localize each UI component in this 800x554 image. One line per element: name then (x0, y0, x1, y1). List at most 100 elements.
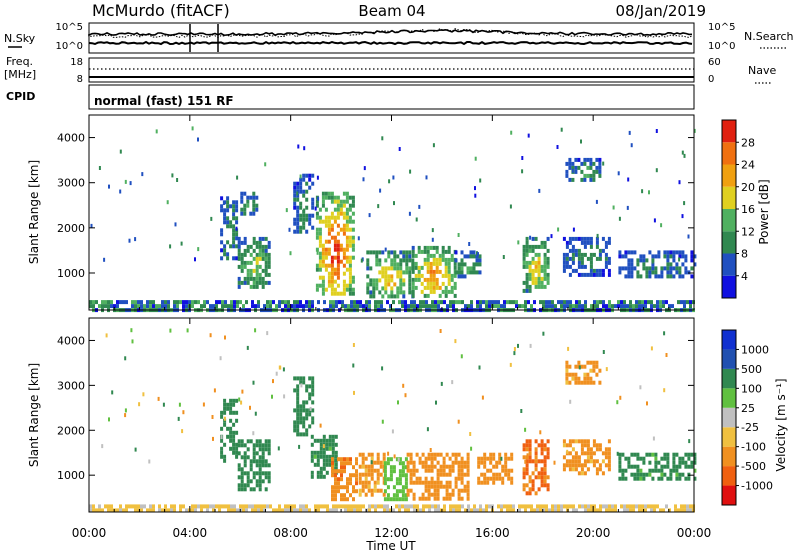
data-cell (450, 273, 454, 278)
data-cell (381, 294, 385, 299)
data-cell (504, 460, 508, 465)
data-cell (101, 300, 104, 305)
data-cell (477, 480, 481, 485)
data-cell (420, 289, 424, 294)
data-cell (571, 252, 575, 257)
data-cell (469, 270, 473, 275)
velocity-colorbar-swatch (722, 330, 736, 350)
data-cell (226, 434, 230, 439)
data-cell (447, 257, 451, 262)
data-cell (389, 457, 393, 462)
data-cell (509, 362, 512, 367)
nave-right-tick-top: 60 (708, 57, 721, 68)
data-cell (560, 127, 563, 132)
data-cell (467, 504, 470, 509)
data-cell (571, 256, 575, 261)
data-cell (331, 469, 334, 474)
data-cell (566, 449, 569, 454)
data-cell (571, 447, 575, 452)
data-cell (489, 452, 493, 457)
data-cell (483, 472, 487, 477)
data-cell (534, 439, 538, 444)
data-cell (651, 452, 655, 457)
data-cell (311, 225, 315, 230)
data-cell (589, 272, 593, 277)
data-cell (463, 472, 467, 477)
data-cell (627, 177, 630, 182)
data-cell (589, 447, 593, 452)
data-cell (332, 300, 335, 305)
data-cell (392, 497, 396, 502)
data-cell (311, 408, 315, 413)
data-cell (308, 185, 312, 190)
data-cell (349, 457, 352, 462)
data-cell (443, 508, 446, 513)
data-cell (586, 439, 590, 444)
data-cell (364, 480, 368, 485)
data-cell (399, 286, 403, 291)
data-cell (590, 508, 593, 513)
data-cell (261, 471, 265, 476)
data-cell (272, 300, 275, 305)
data-cell (101, 508, 104, 513)
data-cell (480, 472, 484, 477)
data-cell (449, 504, 452, 509)
data-cell (426, 293, 430, 298)
data-cell (351, 227, 355, 232)
data-cell (583, 380, 587, 385)
data-cell (255, 483, 259, 488)
data-cell (629, 504, 632, 509)
power-colorbar-swatch (722, 164, 736, 187)
data-cell (466, 452, 470, 457)
data-cell (426, 269, 430, 274)
data-cell (460, 266, 464, 271)
data-cell (191, 304, 194, 309)
data-cell (659, 304, 662, 309)
data-cell (593, 508, 596, 513)
data-cell (528, 260, 532, 265)
data-cell (229, 244, 233, 249)
data-cell (249, 439, 253, 444)
data-cell (460, 262, 464, 267)
data-cell (426, 249, 430, 254)
data-cell (344, 508, 347, 513)
data-cell (251, 508, 254, 513)
data-cell (617, 304, 620, 309)
data-cell (483, 476, 487, 481)
data-cell (235, 208, 239, 213)
data-cell (589, 360, 593, 365)
data-cell (595, 240, 599, 245)
data-cell (586, 256, 590, 261)
data-cell (646, 401, 648, 406)
data-cell (328, 462, 332, 467)
data-cell (427, 468, 431, 473)
data-cell (611, 304, 614, 309)
data-cell (177, 416, 180, 421)
data-cell (569, 504, 572, 509)
data-cell (367, 464, 371, 469)
data-cell (503, 300, 506, 305)
data-cell (411, 285, 415, 290)
data-cell (626, 304, 629, 309)
data-cell (463, 274, 467, 279)
data-cell (252, 195, 256, 200)
data-cell (681, 150, 684, 155)
data-cell (381, 270, 385, 275)
data-cell (351, 255, 355, 260)
data-cell (457, 464, 461, 469)
data-cell (255, 443, 259, 448)
data-cell (393, 250, 397, 255)
data-cell (237, 276, 241, 281)
data-cell (421, 496, 425, 501)
data-cell (318, 255, 322, 260)
data-cell (433, 464, 437, 469)
data-cell (232, 398, 236, 403)
data-cell (367, 472, 371, 477)
data-cell (264, 487, 268, 492)
data-cell (333, 243, 337, 248)
data-cell (169, 244, 172, 249)
data-cell (89, 304, 92, 309)
data-cell (543, 260, 547, 265)
data-cell (315, 199, 319, 204)
